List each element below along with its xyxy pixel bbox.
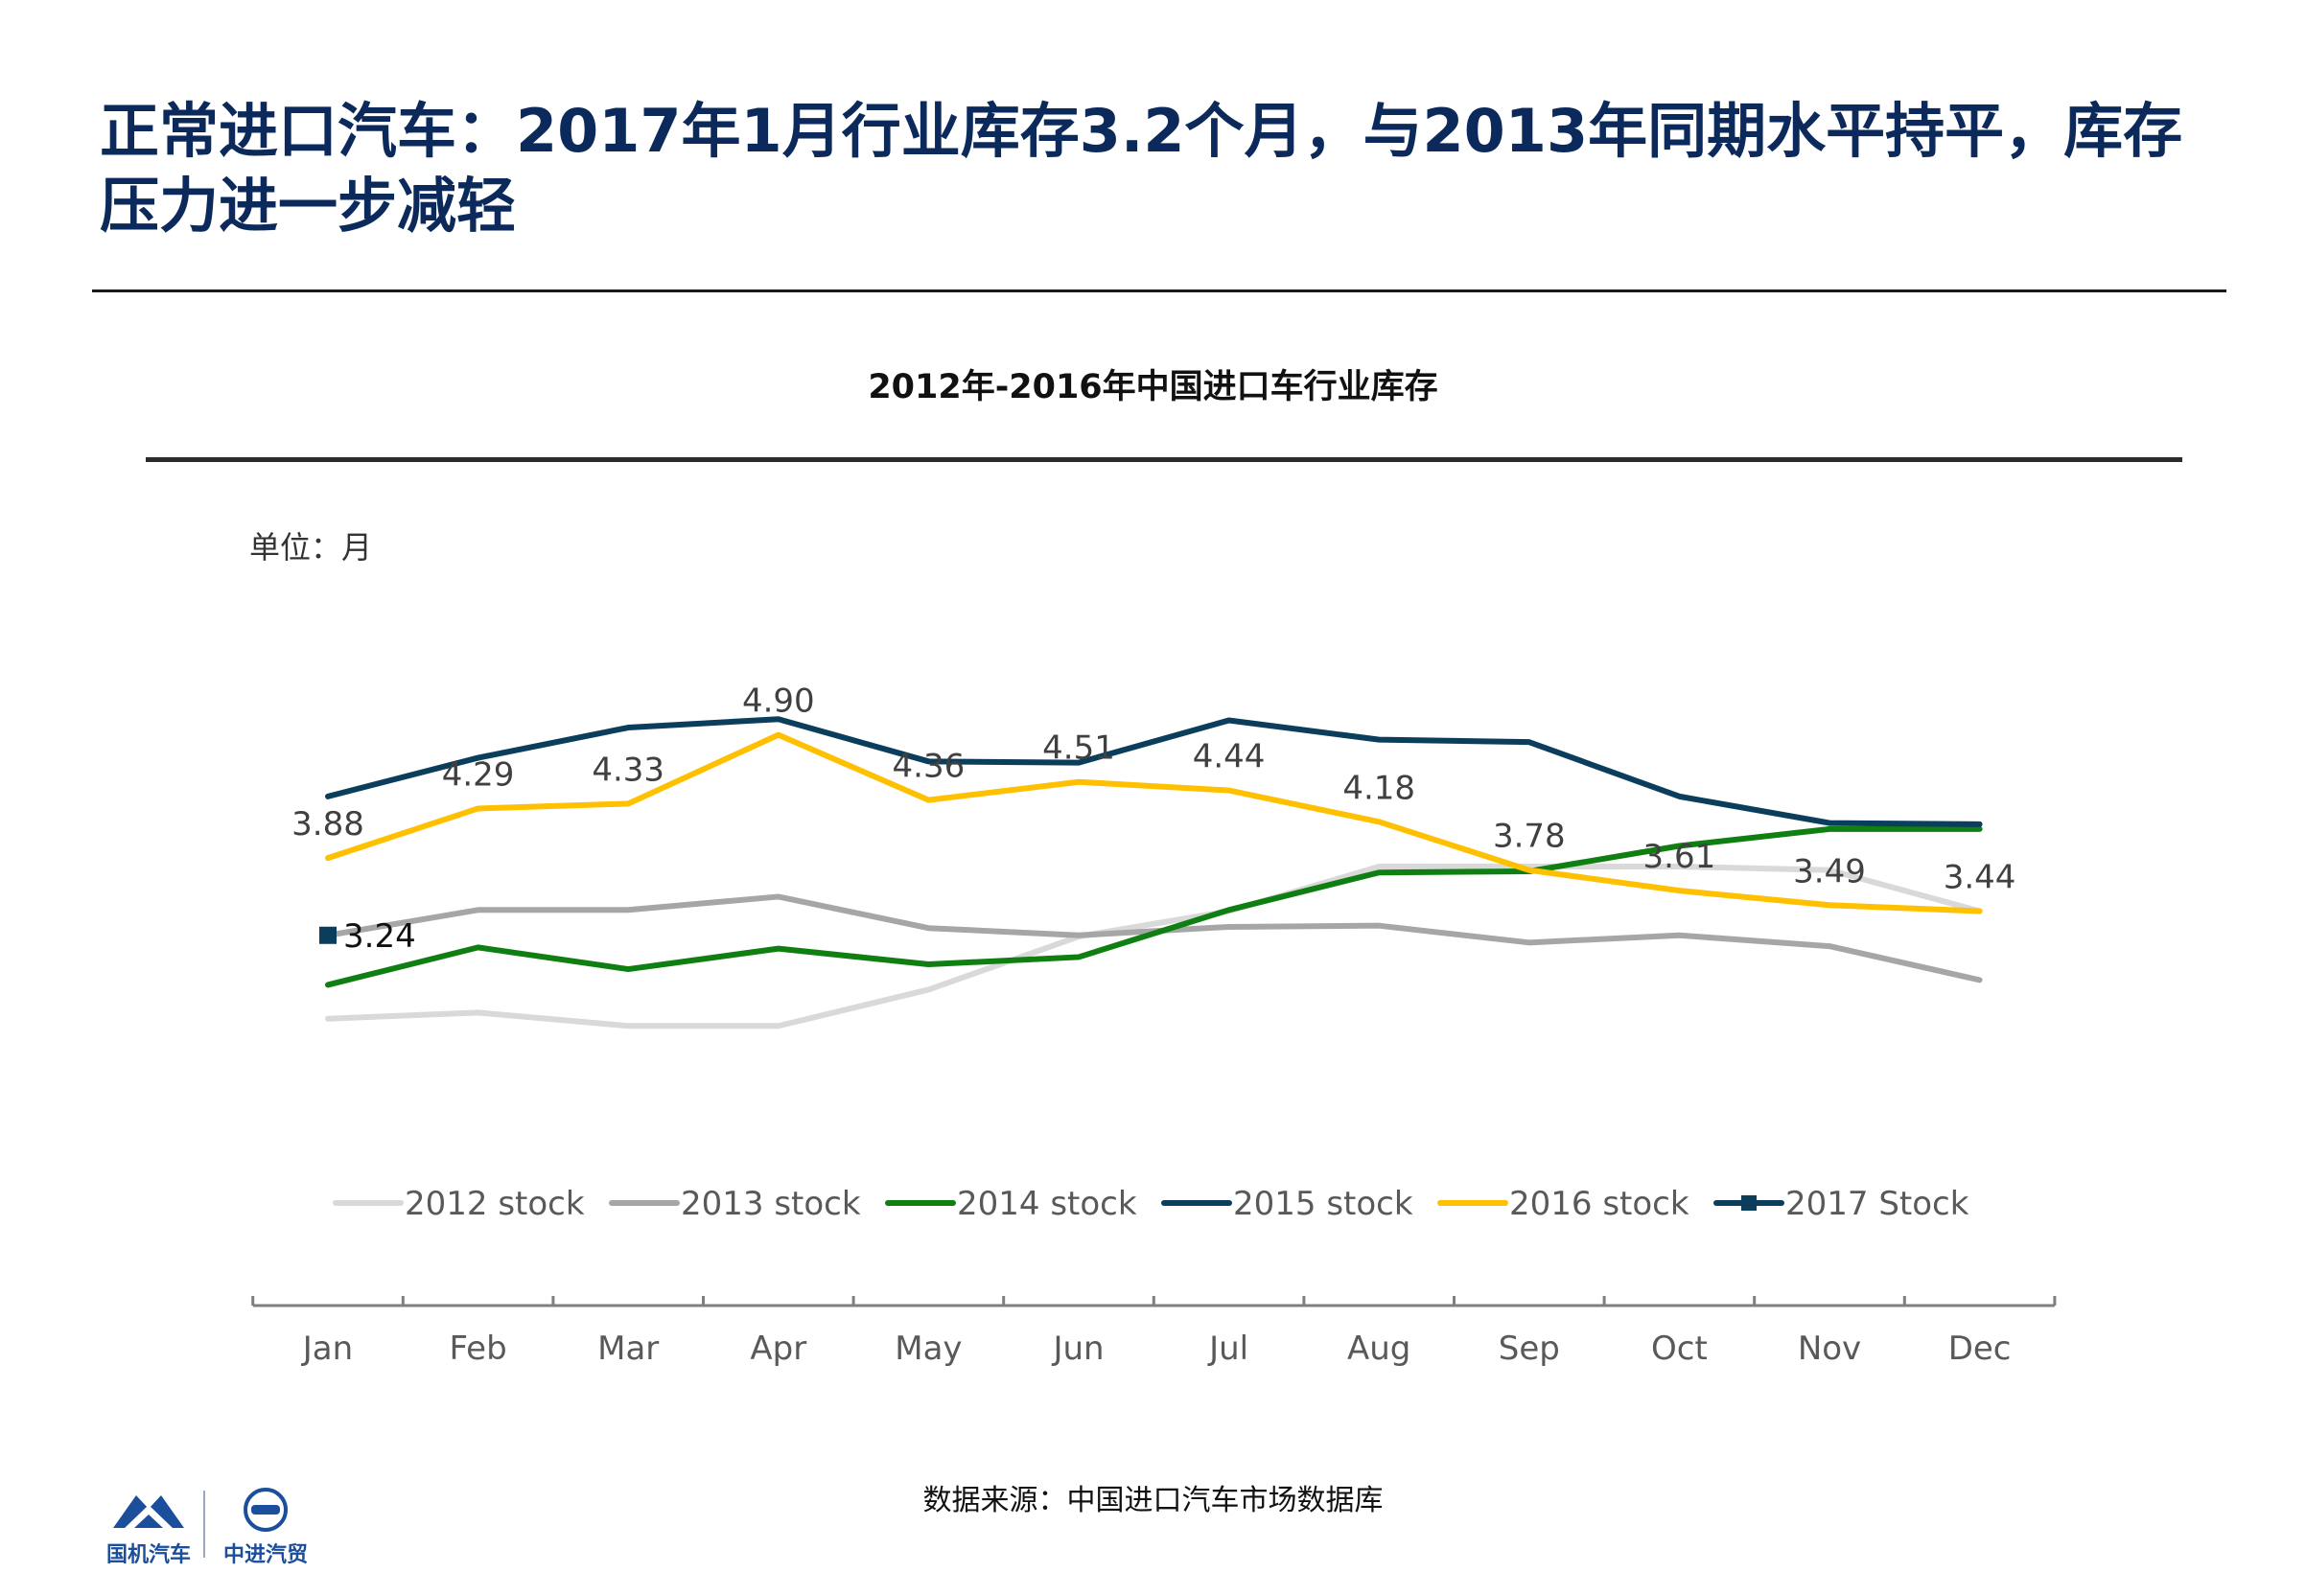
x-tick-label: May <box>895 1330 962 1368</box>
legend-label: 2013 stock <box>681 1185 861 1223</box>
legend-label: 2017 Stock <box>1785 1185 1969 1223</box>
chart-title: 2012年-2016年中国进口车行业库存 <box>868 368 1438 406</box>
data-label: 3.78 <box>1493 818 1566 856</box>
data-label: 3.44 <box>1944 859 2016 897</box>
legend-label: 2014 stock <box>957 1185 1137 1223</box>
data-label: 3.88 <box>291 805 364 844</box>
unit-label: 单位：月 <box>249 529 373 566</box>
guoji-logo: 国机汽车 <box>96 1486 201 1568</box>
series-marker <box>319 926 337 944</box>
chart-title-divider <box>146 457 2182 462</box>
data-label: 4.36 <box>893 748 966 786</box>
series-line <box>325 716 1983 827</box>
x-tick-label: Jul <box>1207 1330 1248 1368</box>
x-tick-label: Jan <box>301 1330 353 1368</box>
data-label: 4.90 <box>742 682 815 721</box>
data-label: 4.51 <box>1042 729 1115 768</box>
data-label: 4.29 <box>442 755 515 794</box>
zhongjin-logo-text: 中进汽贸 <box>222 1543 308 1567</box>
mountain-logo-icon <box>113 1495 184 1528</box>
data-label: 3.49 <box>1793 852 1866 891</box>
logo-divider <box>203 1491 205 1558</box>
series-lines <box>319 716 1983 1029</box>
x-tick-label: Oct <box>1651 1330 1708 1368</box>
x-tick-label: Feb <box>449 1330 506 1368</box>
legend-marker <box>1741 1195 1757 1211</box>
data-label: 3.61 <box>1643 838 1716 876</box>
legend-label: 2015 stock <box>1233 1185 1413 1223</box>
guoji-logo-text: 国机汽车 <box>105 1543 191 1567</box>
legend-label: 2016 stock <box>1509 1185 1689 1223</box>
series-line <box>325 825 1983 988</box>
data-label: 4.18 <box>1342 769 1415 807</box>
x-tick-label: Sep <box>1499 1330 1560 1368</box>
x-tick-label: Mar <box>597 1330 659 1368</box>
series-line <box>325 893 1983 983</box>
series-line <box>325 863 1983 1029</box>
data-source: 数据来源：中国进口汽车市场数据库 <box>922 1484 1384 1517</box>
x-tick-label: Aug <box>1347 1330 1410 1368</box>
x-tick-label: Jun <box>1051 1330 1104 1368</box>
chart-legend: 2012 stock 2013 stock 2014 stock 2015 stock… <box>333 1185 1969 1223</box>
x-tick-label: Nov <box>1798 1330 1861 1368</box>
x-tick-label: Dec <box>1948 1330 2012 1368</box>
page-headline: 正常进口汽车：2017年1月行业库存3.2个月，与2013年同期水平持平，库存压… <box>100 96 2183 241</box>
x-axis: Jan Feb Mar Apr May Jun Jul Aug Sep Oct Nov Dec <box>251 1296 2057 1368</box>
headline-divider <box>92 289 2226 292</box>
zhongjin-logo: 中进汽贸 <box>213 1486 318 1568</box>
data-label: 4.33 <box>592 751 664 789</box>
data-label: 4.44 <box>1193 738 1266 776</box>
data-label: 3.24 <box>343 917 416 956</box>
data-labels: 3.88 4.29 4.33 4.90 4.36 4.51 4.44 4.18 3.78 3.61… <box>291 682 2015 956</box>
legend-label: 2012 stock <box>405 1185 585 1223</box>
circle-emblem-icon <box>244 1488 288 1532</box>
series-line <box>325 731 1983 914</box>
x-tick-label: Apr <box>750 1330 806 1368</box>
